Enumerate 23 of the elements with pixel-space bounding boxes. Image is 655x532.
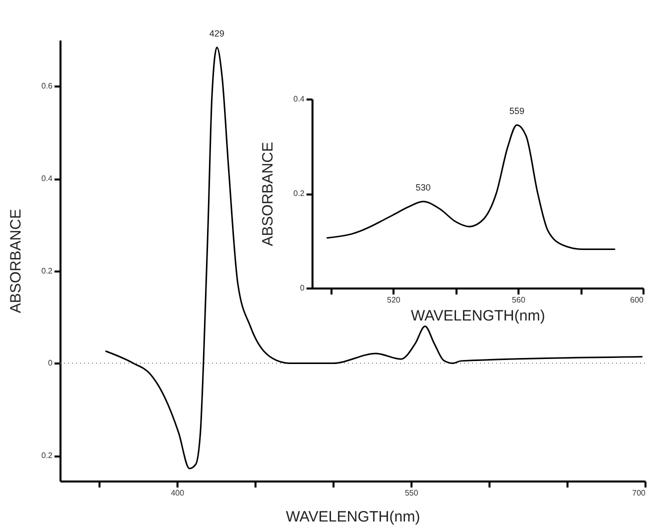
annotation: 429 (209, 28, 224, 38)
x-tick-label: 550 (404, 488, 419, 498)
x-axis-title: WAVELENGTH(nm) (286, 508, 420, 526)
x-tick-label: 400 (170, 488, 185, 498)
x-tick-label: 700 (632, 488, 646, 498)
annotation: 559 (509, 106, 524, 116)
x-tick-label: 560 (512, 296, 526, 304)
y-tick-label: 0.4 (41, 174, 54, 184)
x-axis-title: WAVELENGTH(nm) (410, 308, 546, 324)
y-tick-label: 0.2 (41, 451, 54, 460)
y-tick-label: 0.6 (41, 82, 54, 91)
x-tick-label: 600 (630, 296, 644, 304)
y-axis-title: ABSORBANCE (259, 142, 276, 246)
y-tick-label: 0 (48, 358, 54, 368)
y-tick-label: 0.2 (41, 266, 54, 276)
annotation: 530 (416, 182, 431, 193)
y-tick-label: 0.2 (293, 189, 306, 198)
x-tick-label: 520 (387, 296, 401, 304)
y-tick-label: 0 (300, 284, 306, 292)
y-axis-title: ABSORBANCE (7, 208, 24, 314)
line-series (105, 46, 643, 470)
line-series (326, 124, 616, 250)
y-tick-label: 0.4 (293, 94, 306, 104)
